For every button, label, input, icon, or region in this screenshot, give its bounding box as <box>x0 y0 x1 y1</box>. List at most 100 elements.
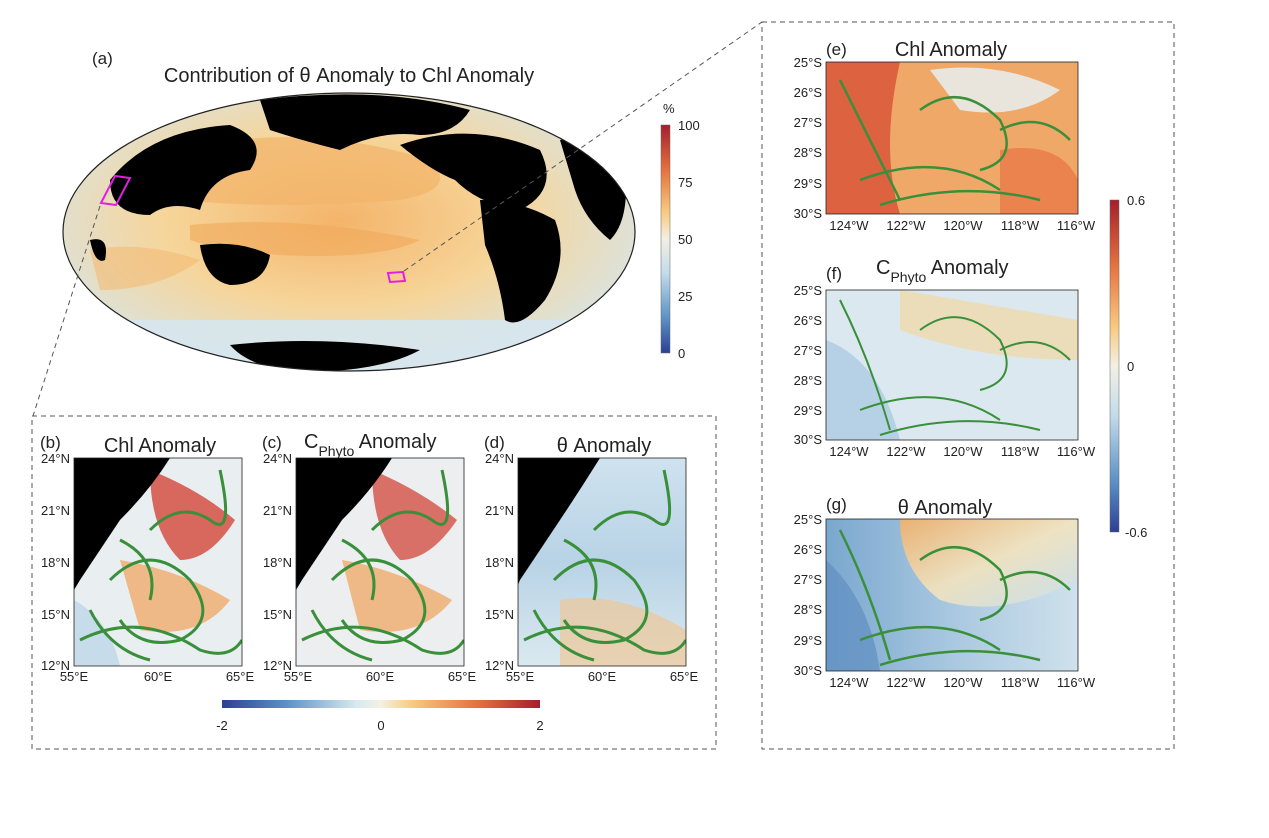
c-ytick-12N: 12°N <box>263 658 292 673</box>
panel-g-label: (g) <box>826 495 847 514</box>
e-xtick-118W: 118°W <box>1001 218 1040 233</box>
e-xtick-122W: 122°W <box>886 218 926 233</box>
f-xtick-116W: 116°W <box>1057 444 1096 459</box>
d-ytick-18N: 18°N <box>485 555 514 570</box>
d-ytick-24N: 24°N <box>485 451 514 466</box>
b-xtick-55E: 55°E <box>60 669 89 684</box>
pacific-colorbar-tick-zero: 0 <box>1127 359 1134 374</box>
land-antarctica <box>230 341 420 371</box>
global-colorbar-tick-100: 100 <box>678 118 700 133</box>
g-xtick-118W: 118°W <box>1001 675 1040 690</box>
arabian-colorbar-tick-max: 2 <box>536 718 543 733</box>
f-xtick-124W: 124°W <box>829 444 869 459</box>
panel-f-title-rest: Anomaly <box>926 257 1008 279</box>
d-ytick-21N: 21°N <box>485 503 514 518</box>
g-xtick-122W: 122°W <box>886 675 926 690</box>
panel-f-label: (f) <box>826 264 842 283</box>
e-ytick-29S: 29°S <box>794 176 823 191</box>
land-asia <box>110 125 257 215</box>
global-map-ocean <box>63 93 635 371</box>
c-ytick-21N: 21°N <box>263 503 292 518</box>
panel-c-title: CPhyto Anomaly <box>304 431 437 459</box>
d-ytick-12N: 12°N <box>485 658 514 673</box>
panel-a-label: (a) <box>92 49 113 68</box>
panel-f-title-main: C <box>876 257 890 279</box>
land-arabia-c <box>296 458 392 590</box>
e-ytick-25S: 25°S <box>794 55 823 70</box>
panel-b-label: (b) <box>40 433 61 452</box>
pacific-panels-frame <box>761 21 1175 750</box>
global-colorbar-tick-75: 75 <box>678 175 692 190</box>
connector-line-pacific <box>403 21 763 272</box>
pacific-x-axis-ticks: 124°W 122°W 120°W 118°W 116°W 124°W 122°… <box>829 218 1095 690</box>
panel-c-label: (c) <box>262 433 282 452</box>
pacific-y-axis-ticks: 25°S 26°S 27°S 28°S 29°S 30°S 25°S 26°S … <box>794 55 823 678</box>
panel-c-title-sub: Phyto <box>318 443 354 459</box>
arabian-colorbar <box>222 700 540 708</box>
pacific-highlight-box <box>386 270 407 284</box>
global-map-outline <box>62 92 636 372</box>
e-ytick-30S: 30°S <box>794 206 823 221</box>
g-ytick-26S: 26°S <box>794 542 823 557</box>
panel-c-title-main: C <box>304 431 318 453</box>
arabian-x-axis-ticks: 55°E 60°E 65°E 55°E 60°E 65°E 55°E 60°E … <box>60 669 699 684</box>
g-ytick-28S: 28°S <box>794 602 823 617</box>
panel-g: (g) θ Anomaly <box>825 495 1079 672</box>
panel-d: (d) θ Anomaly <box>484 433 687 667</box>
arabian-colorbar-tick-min: -2 <box>216 718 228 733</box>
land-australia <box>200 243 270 285</box>
e-ytick-28S: 28°S <box>794 145 823 160</box>
panel-f-title-sub: Phyto <box>890 269 926 285</box>
f-xtick-120W: 120°W <box>943 444 983 459</box>
panel-b-title: Chl Anomaly <box>104 435 216 457</box>
pacific-colorbar-tick-max: 0.6 <box>1127 193 1145 208</box>
b-xtick-60E: 60°E <box>144 669 173 684</box>
arabian-y-axis-ticks: 24°N 21°N 18°N 15°N 12°N 24°N 21°N 18°N … <box>41 451 514 673</box>
panel-f: (f) CPhyto Anomaly <box>825 257 1079 441</box>
panel-e: (e) Chl Anomaly <box>825 39 1079 215</box>
c-ytick-15N: 15°N <box>263 607 292 622</box>
g-xtick-124W: 124°W <box>829 675 869 690</box>
g-ytick-30S: 30°S <box>794 663 823 678</box>
global-colorbar-unit: % <box>663 101 675 116</box>
f-ytick-27S: 27°S <box>794 343 823 358</box>
global-colorbar-tick-0: 0 <box>678 346 685 361</box>
panel-c: (c) CPhyto Anomaly <box>262 431 465 667</box>
pacific-colorbar <box>1109 199 1120 533</box>
panel-e-label: (e) <box>826 40 847 59</box>
g-ytick-29S: 29°S <box>794 633 823 648</box>
f-ytick-30S: 30°S <box>794 432 823 447</box>
connector-line-arabian <box>32 205 101 417</box>
e-ytick-26S: 26°S <box>794 85 823 100</box>
f-ytick-29S: 29°S <box>794 403 823 418</box>
d-xtick-60E: 60°E <box>588 669 617 684</box>
d-ytick-15N: 15°N <box>485 607 514 622</box>
e-xtick-124W: 124°W <box>829 218 869 233</box>
arabian-sea-highlight-box <box>99 174 132 207</box>
c-ytick-18N: 18°N <box>263 555 292 570</box>
global-colorbar <box>660 124 671 354</box>
b-ytick-21N: 21°N <box>41 503 70 518</box>
g-ytick-27S: 27°S <box>794 572 823 587</box>
land-south-america <box>480 200 561 323</box>
c-xtick-55E: 55°E <box>284 669 313 684</box>
global-colorbar-tick-50: 50 <box>678 232 692 247</box>
b-xtick-65E: 65°E <box>226 669 255 684</box>
f-ytick-28S: 28°S <box>794 373 823 388</box>
b-ytick-15N: 15°N <box>41 607 70 622</box>
arabian-colorbar-tick-zero: 0 <box>377 718 384 733</box>
f-ytick-26S: 26°S <box>794 313 823 328</box>
panel-f-title: CPhyto Anomaly <box>876 257 1009 285</box>
e-xtick-120W: 120°W <box>943 218 983 233</box>
land-arctic-north <box>260 94 470 150</box>
c-xtick-60E: 60°E <box>366 669 395 684</box>
g-xtick-120W: 120°W <box>943 675 983 690</box>
land-arabia-b <box>74 458 170 590</box>
f-xtick-122W: 122°W <box>886 444 926 459</box>
land-island <box>90 239 106 261</box>
b-ytick-24N: 24°N <box>41 451 70 466</box>
land-north-america <box>400 133 547 210</box>
panel-d-title: θ Anomaly <box>557 435 652 457</box>
c-xtick-65E: 65°E <box>448 669 477 684</box>
